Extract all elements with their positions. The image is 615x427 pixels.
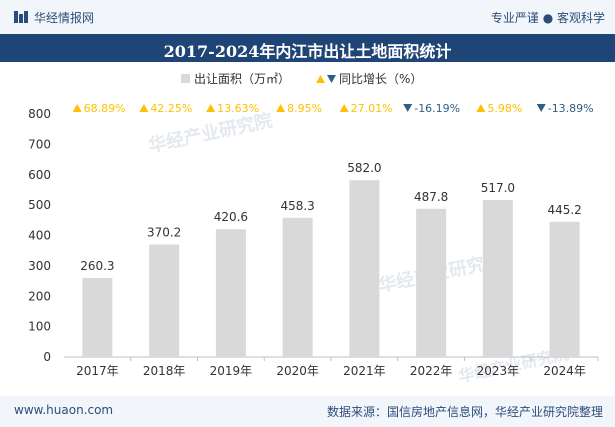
y-tick-label: 800 (28, 107, 51, 121)
growth-label: 42.25% (150, 102, 192, 115)
y-tick-label: 600 (28, 168, 51, 182)
bar (149, 244, 180, 357)
x-tick-label: 2024年 (543, 364, 586, 378)
bar-value-label: 445.2 (547, 203, 581, 217)
bar-value-label: 517.0 (481, 181, 515, 195)
x-tick-label: 2021年 (343, 364, 386, 378)
growth-label: 8.95% (287, 102, 322, 115)
growth-label: 68.89% (84, 102, 126, 115)
y-tick-label: 700 (28, 137, 51, 151)
chart-title: 2017-2024年内江市出让土地面积统计 (163, 42, 452, 61)
growth-label: 13.63% (217, 102, 259, 115)
growth-up-triangle-icon (139, 104, 149, 112)
y-tick-label: 0 (43, 350, 51, 364)
x-tick-label: 2022年 (410, 364, 453, 378)
bar (549, 221, 580, 357)
legend-swatch-area (181, 74, 190, 83)
growth-label: -13.89% (548, 102, 594, 115)
bar-value-label: 458.3 (280, 199, 314, 213)
legend-up-triangle-icon (316, 75, 325, 83)
bar (215, 229, 246, 357)
data-source: 数据来源：国信房地产信息网，华经产业研究院整理 (326, 405, 603, 419)
growth-up-triangle-icon (339, 104, 349, 112)
x-tick-label: 2017年 (76, 364, 119, 378)
y-tick-label: 200 (28, 289, 51, 303)
bar-value-label: 420.6 (214, 210, 248, 224)
footer-bar: www.huaon.com 数据来源：国信房地产信息网，华经产业研究院整理 (0, 396, 615, 427)
bar (482, 199, 513, 357)
bar-value-label: 487.8 (414, 190, 448, 204)
legend-label-growth: 同比增长（%） (339, 72, 422, 86)
growth-up-triangle-icon (206, 104, 216, 112)
bar-value-label: 582.0 (347, 161, 381, 175)
top-bar: 华经情报网 专业严谨 ● 客观科学 (0, 0, 615, 34)
y-tick-label: 100 (28, 320, 51, 334)
title-bar: 2017-2024年内江市出让土地面积统计 (0, 34, 615, 62)
x-tick-label: 2023年 (477, 364, 520, 378)
huajing-logo-icon (14, 11, 28, 23)
growth-label: -16.19% (414, 102, 460, 115)
x-tick-label: 2020年 (276, 364, 319, 378)
y-tick-label: 500 (28, 198, 51, 212)
chart-area: 华经产业研究院华经产业研究院华经产业研究院出让面积（万㎡）同比增长（%）0100… (28, 72, 599, 386)
growth-up-triangle-icon (72, 104, 82, 112)
y-tick-label: 300 (28, 259, 51, 273)
legend-down-triangle-icon (327, 75, 336, 83)
bar (282, 217, 313, 357)
growth-down-triangle-icon (536, 104, 546, 112)
growth-label: 27.01% (351, 102, 393, 115)
brand-name: 华经情报网 (34, 11, 95, 25)
growth-up-triangle-icon (476, 104, 486, 112)
growth-down-triangle-icon (403, 104, 413, 112)
legend-label-area: 出让面积（万㎡） (194, 72, 290, 86)
x-tick-label: 2019年 (210, 364, 253, 378)
growth-up-triangle-icon (276, 104, 286, 112)
bar-value-label: 370.2 (147, 226, 181, 240)
watermark-text: 华经产业研究院 (146, 109, 274, 157)
bar-value-label: 260.3 (80, 259, 114, 273)
bar (416, 208, 447, 357)
bar (349, 180, 380, 357)
footer-site[interactable]: www.huaon.com (14, 403, 114, 417)
x-tick-label: 2018年 (143, 364, 186, 378)
growth-label: 5.98% (487, 102, 522, 115)
brand-tagline: 专业严谨 ● 客观科学 (490, 11, 605, 25)
bar (82, 277, 113, 357)
y-tick-label: 400 (28, 229, 51, 243)
